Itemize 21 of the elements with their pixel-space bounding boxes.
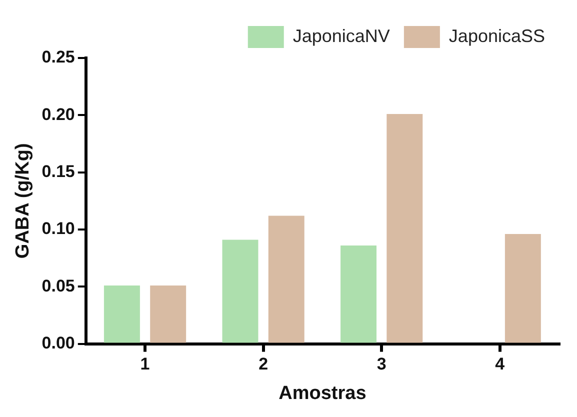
- x-tick-label: 4: [495, 354, 506, 374]
- legend-label: JaponicaNV: [292, 26, 390, 46]
- y-tick-label: 0.00: [42, 333, 75, 352]
- bar: [386, 114, 423, 343]
- x-axis-title: Amostras: [278, 382, 366, 404]
- bar: [268, 216, 304, 343]
- bar: [222, 240, 258, 343]
- bar: [150, 285, 186, 343]
- x-tick-label: 3: [376, 354, 386, 374]
- y-tick-label: 0.05: [42, 276, 75, 296]
- x-tick-label: 1: [140, 354, 150, 374]
- y-tick-label: 0.15: [42, 162, 75, 182]
- y-axis-title: GABA (g/Kg): [12, 143, 34, 259]
- bar: [340, 245, 377, 343]
- legend-label: JaponicaSS: [448, 26, 546, 46]
- y-tick-label: 0.25: [42, 48, 75, 67]
- x-tick-label: 2: [258, 354, 268, 374]
- bar: [104, 285, 140, 343]
- y-tick-label: 0.20: [42, 104, 75, 124]
- y-tick-label: 0.10: [42, 219, 75, 238]
- bar: [504, 234, 541, 343]
